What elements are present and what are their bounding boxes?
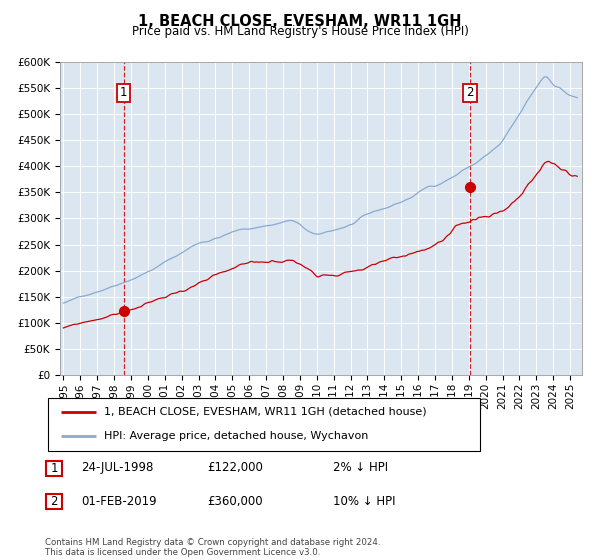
- Text: 10% ↓ HPI: 10% ↓ HPI: [333, 494, 395, 508]
- Text: Contains HM Land Registry data © Crown copyright and database right 2024.
This d: Contains HM Land Registry data © Crown c…: [45, 538, 380, 557]
- Text: 1: 1: [120, 86, 127, 100]
- Text: 24-JUL-1998: 24-JUL-1998: [81, 461, 154, 474]
- Text: 01-FEB-2019: 01-FEB-2019: [81, 494, 157, 508]
- Text: 1: 1: [50, 461, 58, 475]
- Text: 2: 2: [466, 86, 474, 100]
- Text: 1, BEACH CLOSE, EVESHAM, WR11 1GH (detached house): 1, BEACH CLOSE, EVESHAM, WR11 1GH (detac…: [104, 407, 427, 417]
- Text: Price paid vs. HM Land Registry's House Price Index (HPI): Price paid vs. HM Land Registry's House …: [131, 25, 469, 38]
- Text: 2% ↓ HPI: 2% ↓ HPI: [333, 461, 388, 474]
- Text: HPI: Average price, detached house, Wychavon: HPI: Average price, detached house, Wych…: [104, 431, 368, 441]
- Text: £360,000: £360,000: [207, 494, 263, 508]
- FancyBboxPatch shape: [46, 460, 62, 475]
- FancyBboxPatch shape: [46, 494, 62, 510]
- FancyBboxPatch shape: [48, 398, 480, 451]
- Text: 1, BEACH CLOSE, EVESHAM, WR11 1GH: 1, BEACH CLOSE, EVESHAM, WR11 1GH: [138, 14, 462, 29]
- Text: 2: 2: [50, 495, 58, 508]
- Text: £122,000: £122,000: [207, 461, 263, 474]
